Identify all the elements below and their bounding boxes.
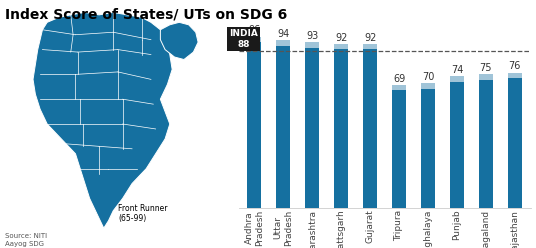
Text: 70: 70 — [422, 72, 434, 82]
Text: INDIA
88: INDIA 88 — [229, 29, 258, 49]
Text: Front Runner
(65-99): Front Runner (65-99) — [118, 204, 167, 223]
Text: 93: 93 — [306, 31, 318, 41]
Text: Source: NITI
Aayog SDG
India 2019-20: Source: NITI Aayog SDG India 2019-20 — [5, 233, 54, 248]
Bar — [450, 76, 464, 82]
Bar — [277, 46, 291, 208]
Text: 96: 96 — [248, 26, 260, 35]
Bar — [421, 83, 435, 89]
Polygon shape — [33, 12, 172, 228]
Bar — [479, 80, 493, 208]
Text: 69: 69 — [393, 74, 405, 84]
Bar — [450, 82, 464, 208]
Text: Index Score of States/ UTs on SDG 6: Index Score of States/ UTs on SDG 6 — [5, 7, 287, 21]
Text: 92: 92 — [364, 33, 376, 43]
Bar — [392, 91, 406, 208]
Bar — [277, 40, 291, 46]
Text: 74: 74 — [451, 65, 463, 75]
Bar — [306, 42, 319, 48]
Bar — [334, 49, 348, 208]
Bar — [363, 44, 377, 49]
Text: 75: 75 — [480, 63, 492, 73]
Text: 76: 76 — [509, 61, 521, 71]
Text: 92: 92 — [335, 33, 347, 43]
Text: 94: 94 — [277, 29, 289, 39]
Bar — [248, 37, 262, 42]
Bar — [334, 44, 348, 49]
Polygon shape — [160, 22, 198, 60]
Bar — [479, 74, 493, 80]
Bar — [248, 42, 262, 208]
Bar — [421, 89, 435, 208]
Bar — [306, 48, 319, 208]
Bar — [508, 78, 522, 208]
Bar — [508, 73, 522, 78]
Bar — [363, 49, 377, 208]
Bar — [392, 85, 406, 91]
